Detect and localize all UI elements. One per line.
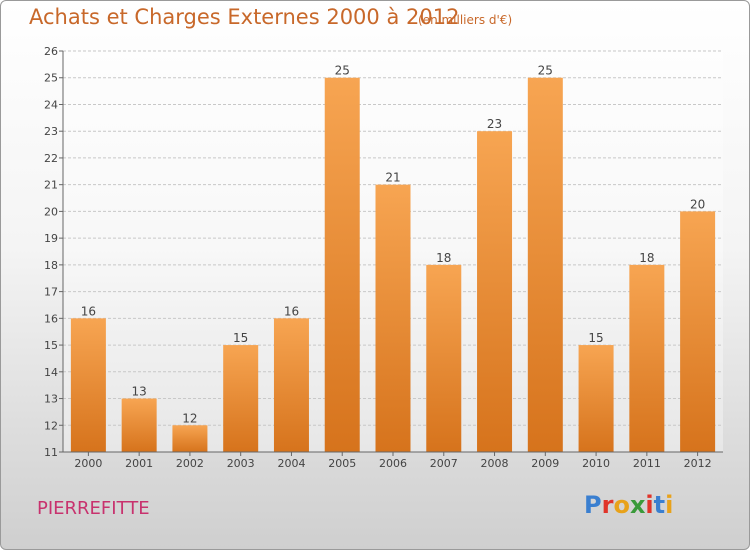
bar-2004 [273,318,309,452]
proxiti-logo: Proxiti [584,491,674,519]
y-tick-label: 25 [44,72,58,85]
y-tick-label: 20 [44,205,58,218]
bar-2002 [172,425,208,452]
x-tick-label-2006: 2006 [379,457,407,470]
x-tick-label-2011: 2011 [633,457,661,470]
y-tick-label: 12 [44,419,58,432]
bar-2006 [375,184,411,452]
x-tick-label-2001: 2001 [125,457,153,470]
x-tick-label-2005: 2005 [328,457,356,470]
bars [70,77,716,452]
data-label-2004: 16 [284,304,299,318]
data-label-2009: 25 [538,64,553,78]
y-tick-label: 18 [44,259,58,272]
x-tick-label-2009: 2009 [531,457,559,470]
y-tick-label: 22 [44,152,58,165]
x-tick-label-2008: 2008 [481,457,509,470]
data-label-2003: 15 [233,331,248,345]
y-tick-label: 13 [44,393,58,406]
y-tick-label: 23 [44,125,58,138]
bar-2008 [477,131,513,452]
city-name: PIERREFITTE [37,498,150,519]
data-label-2000: 16 [81,304,96,318]
bar-2011 [629,264,665,452]
bar-2001 [121,398,157,452]
y-tick-label: 14 [44,366,58,379]
x-tick-label-2002: 2002 [176,457,204,470]
bar-2003 [223,345,259,452]
bar-2009 [527,77,563,452]
y-tick-label: 16 [44,312,58,325]
bar-2010 [578,345,614,452]
data-label-2001: 13 [132,385,147,399]
y-tick-label: 21 [44,179,58,192]
bar-2007 [426,264,462,452]
chart-unit: (en milliers d'€) [418,13,513,27]
x-tick-label-2012: 2012 [684,457,712,470]
data-label-2012: 20 [690,197,705,211]
y-tick-label: 19 [44,232,58,245]
x-tick-label-2007: 2007 [430,457,458,470]
x-tick-label-2010: 2010 [582,457,610,470]
data-label-2007: 18 [436,251,451,265]
y-tick-label: 15 [44,339,58,352]
bar-2000 [70,318,106,452]
data-labels: 16 13 12 15 16 25 21 18 23 25 15 18 20 [81,64,706,426]
y-tick-label: 24 [44,98,58,111]
y-tick-label: 17 [44,286,58,299]
axes: 11 12 13 14 15 16 17 18 19 20 21 22 23 24 25 26 2000 2001… [44,45,723,470]
x-tick-label-2004: 2004 [277,457,305,470]
x-tick-label-2003: 2003 [227,457,255,470]
bar-2005 [324,77,360,452]
data-label-2010: 15 [588,331,603,345]
data-label-2011: 18 [639,251,654,265]
data-label-2005: 25 [335,64,350,78]
data-label-2006: 21 [385,171,400,185]
chart-title: Achats et Charges Externes 2000 à 2012 [29,5,460,29]
data-label-2002: 12 [182,411,197,425]
y-tick-label: 11 [44,446,58,459]
y-tick-label: 26 [44,45,58,58]
data-label-2008: 23 [487,117,502,131]
x-tick-label-2000: 2000 [74,457,102,470]
bar-2012 [680,211,716,452]
